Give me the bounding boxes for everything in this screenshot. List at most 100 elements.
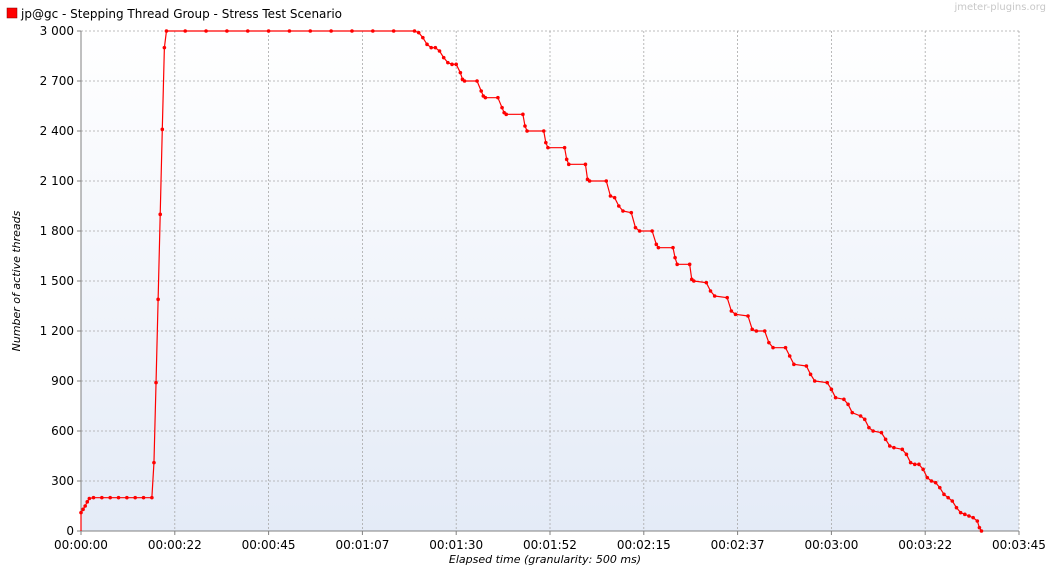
data-point bbox=[541, 129, 546, 133]
data-point bbox=[633, 225, 638, 230]
data-point bbox=[462, 79, 467, 83]
y-tick-label: 2 400 bbox=[40, 124, 74, 138]
data-point bbox=[162, 45, 167, 50]
x-tick-label: 00:00:22 bbox=[148, 538, 202, 552]
x-tick-label: 00:00:00 bbox=[54, 538, 108, 552]
data-point bbox=[858, 414, 863, 418]
data-point bbox=[266, 29, 271, 33]
data-point bbox=[892, 445, 896, 450]
data-point bbox=[887, 444, 892, 448]
data-point bbox=[612, 195, 617, 200]
data-point bbox=[85, 500, 90, 504]
data-point bbox=[433, 45, 438, 50]
data-point bbox=[975, 519, 980, 523]
x-tick-label: 00:02:37 bbox=[711, 538, 765, 552]
data-point bbox=[754, 329, 759, 333]
data-point bbox=[958, 510, 963, 515]
data-point bbox=[83, 504, 87, 508]
data-point bbox=[156, 297, 160, 302]
data-point bbox=[87, 496, 92, 501]
data-point bbox=[621, 209, 625, 213]
data-point bbox=[829, 387, 834, 392]
data-point bbox=[767, 340, 771, 345]
data-point bbox=[437, 49, 442, 53]
x-tick-label: 00:01:07 bbox=[335, 538, 389, 552]
data-point bbox=[245, 29, 250, 33]
data-point bbox=[329, 29, 333, 33]
data-point bbox=[879, 430, 884, 435]
data-point bbox=[308, 29, 313, 33]
data-point bbox=[79, 510, 83, 515]
data-point bbox=[616, 204, 621, 208]
data-point bbox=[921, 467, 925, 472]
series-active-threads bbox=[79, 29, 984, 533]
data-point bbox=[712, 294, 717, 298]
data-point bbox=[583, 162, 588, 167]
data-point bbox=[425, 42, 429, 47]
data-point bbox=[475, 79, 479, 83]
data-point bbox=[675, 262, 679, 267]
data-point bbox=[100, 495, 104, 500]
data-point bbox=[225, 29, 229, 33]
x-tick-label: 00:01:52 bbox=[523, 538, 577, 552]
data-point bbox=[454, 62, 459, 67]
data-point bbox=[523, 124, 527, 128]
legend-label: jp@gc - Stepping Thread Group - Stress T… bbox=[20, 7, 342, 21]
data-point bbox=[929, 479, 934, 483]
data-point bbox=[733, 312, 738, 317]
data-point bbox=[637, 229, 642, 233]
data-point bbox=[762, 329, 767, 333]
data-point bbox=[287, 29, 292, 33]
data-point bbox=[391, 29, 396, 33]
data-point bbox=[125, 495, 129, 500]
data-point bbox=[458, 70, 463, 75]
legend: jp@gc - Stepping Thread Group - Stress T… bbox=[6, 7, 342, 21]
data-point bbox=[183, 29, 188, 33]
data-point bbox=[608, 194, 613, 198]
x-tick-label: 00:02:15 bbox=[617, 538, 671, 552]
data-point bbox=[933, 480, 938, 485]
data-point bbox=[164, 29, 169, 33]
x-axis-label: Elapsed time (granularity: 500 ms) bbox=[449, 553, 641, 566]
data-point bbox=[521, 112, 525, 117]
x-tick-label: 00:03:22 bbox=[898, 538, 952, 552]
data-point bbox=[708, 289, 713, 293]
data-point bbox=[587, 179, 592, 183]
y-tick-label: 1 800 bbox=[40, 224, 74, 238]
data-point bbox=[862, 417, 867, 422]
data-point bbox=[152, 460, 156, 465]
data-point bbox=[160, 127, 165, 132]
data-point bbox=[450, 62, 454, 67]
data-point bbox=[946, 495, 950, 500]
y-tick-label: 2 700 bbox=[40, 74, 74, 88]
data-point bbox=[687, 262, 692, 267]
data-point bbox=[787, 354, 792, 358]
data-point bbox=[412, 29, 417, 33]
x-tick-label: 00:01:30 bbox=[429, 538, 483, 552]
data-point bbox=[150, 495, 154, 500]
data-point bbox=[429, 45, 433, 50]
data-point bbox=[371, 29, 375, 33]
data-point bbox=[141, 495, 146, 500]
y-tick-label: 1 200 bbox=[40, 324, 74, 338]
data-point bbox=[771, 345, 775, 350]
data-point bbox=[808, 372, 813, 377]
data-point bbox=[441, 55, 446, 60]
data-point bbox=[950, 499, 955, 503]
data-point bbox=[656, 245, 661, 250]
data-point bbox=[421, 35, 425, 40]
legend-swatch bbox=[6, 7, 18, 19]
data-point bbox=[804, 364, 809, 368]
data-point bbox=[750, 327, 754, 332]
data-point bbox=[912, 462, 917, 467]
data-point bbox=[650, 229, 654, 233]
data-point bbox=[204, 29, 208, 33]
data-point bbox=[91, 495, 96, 500]
data-point bbox=[566, 162, 571, 167]
data-point bbox=[937, 485, 942, 490]
y-tick-label: 600 bbox=[51, 424, 74, 438]
y-tick-label: 300 bbox=[51, 474, 74, 488]
data-point bbox=[654, 242, 659, 247]
data-point bbox=[416, 30, 421, 35]
